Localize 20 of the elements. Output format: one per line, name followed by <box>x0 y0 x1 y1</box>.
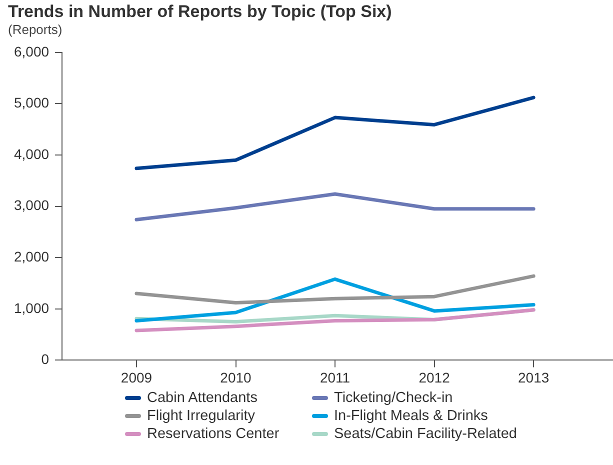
y-tick-label: 1,000 <box>14 300 50 316</box>
x-tick-label: 2013 <box>518 369 550 386</box>
legend-label: Cabin Attendants <box>147 390 258 406</box>
y-axis-title: (Reports) <box>7 22 64 38</box>
y-tick-label: 0 <box>41 351 50 368</box>
x-tick-label: 2009 <box>120 369 152 386</box>
y-tick-label: 3,000 <box>14 197 50 214</box>
x-tick-label: 2012 <box>418 369 450 386</box>
y-tick-label: 2,000 <box>14 248 50 264</box>
legend-label: Seats/Cabin Facility-Related <box>334 426 517 442</box>
legend-label: In-Flight Meals & Drinks <box>334 408 488 424</box>
legend-label: Reservations Center <box>147 426 280 442</box>
y-tick-label: 6,000 <box>14 43 50 60</box>
chart-title: Trends in Number of Reports by Topic (Top Six) <box>7 1 393 22</box>
legend-label: Ticketing/Check-in <box>334 390 453 406</box>
y-tick-label: 5,000 <box>14 94 50 111</box>
x-tick-label: 2011 <box>320 369 350 386</box>
x-tick-label: 2010 <box>220 369 252 386</box>
legend-label: Flight Irregularity <box>147 408 255 424</box>
y-tick-label: 4,000 <box>14 146 50 162</box>
